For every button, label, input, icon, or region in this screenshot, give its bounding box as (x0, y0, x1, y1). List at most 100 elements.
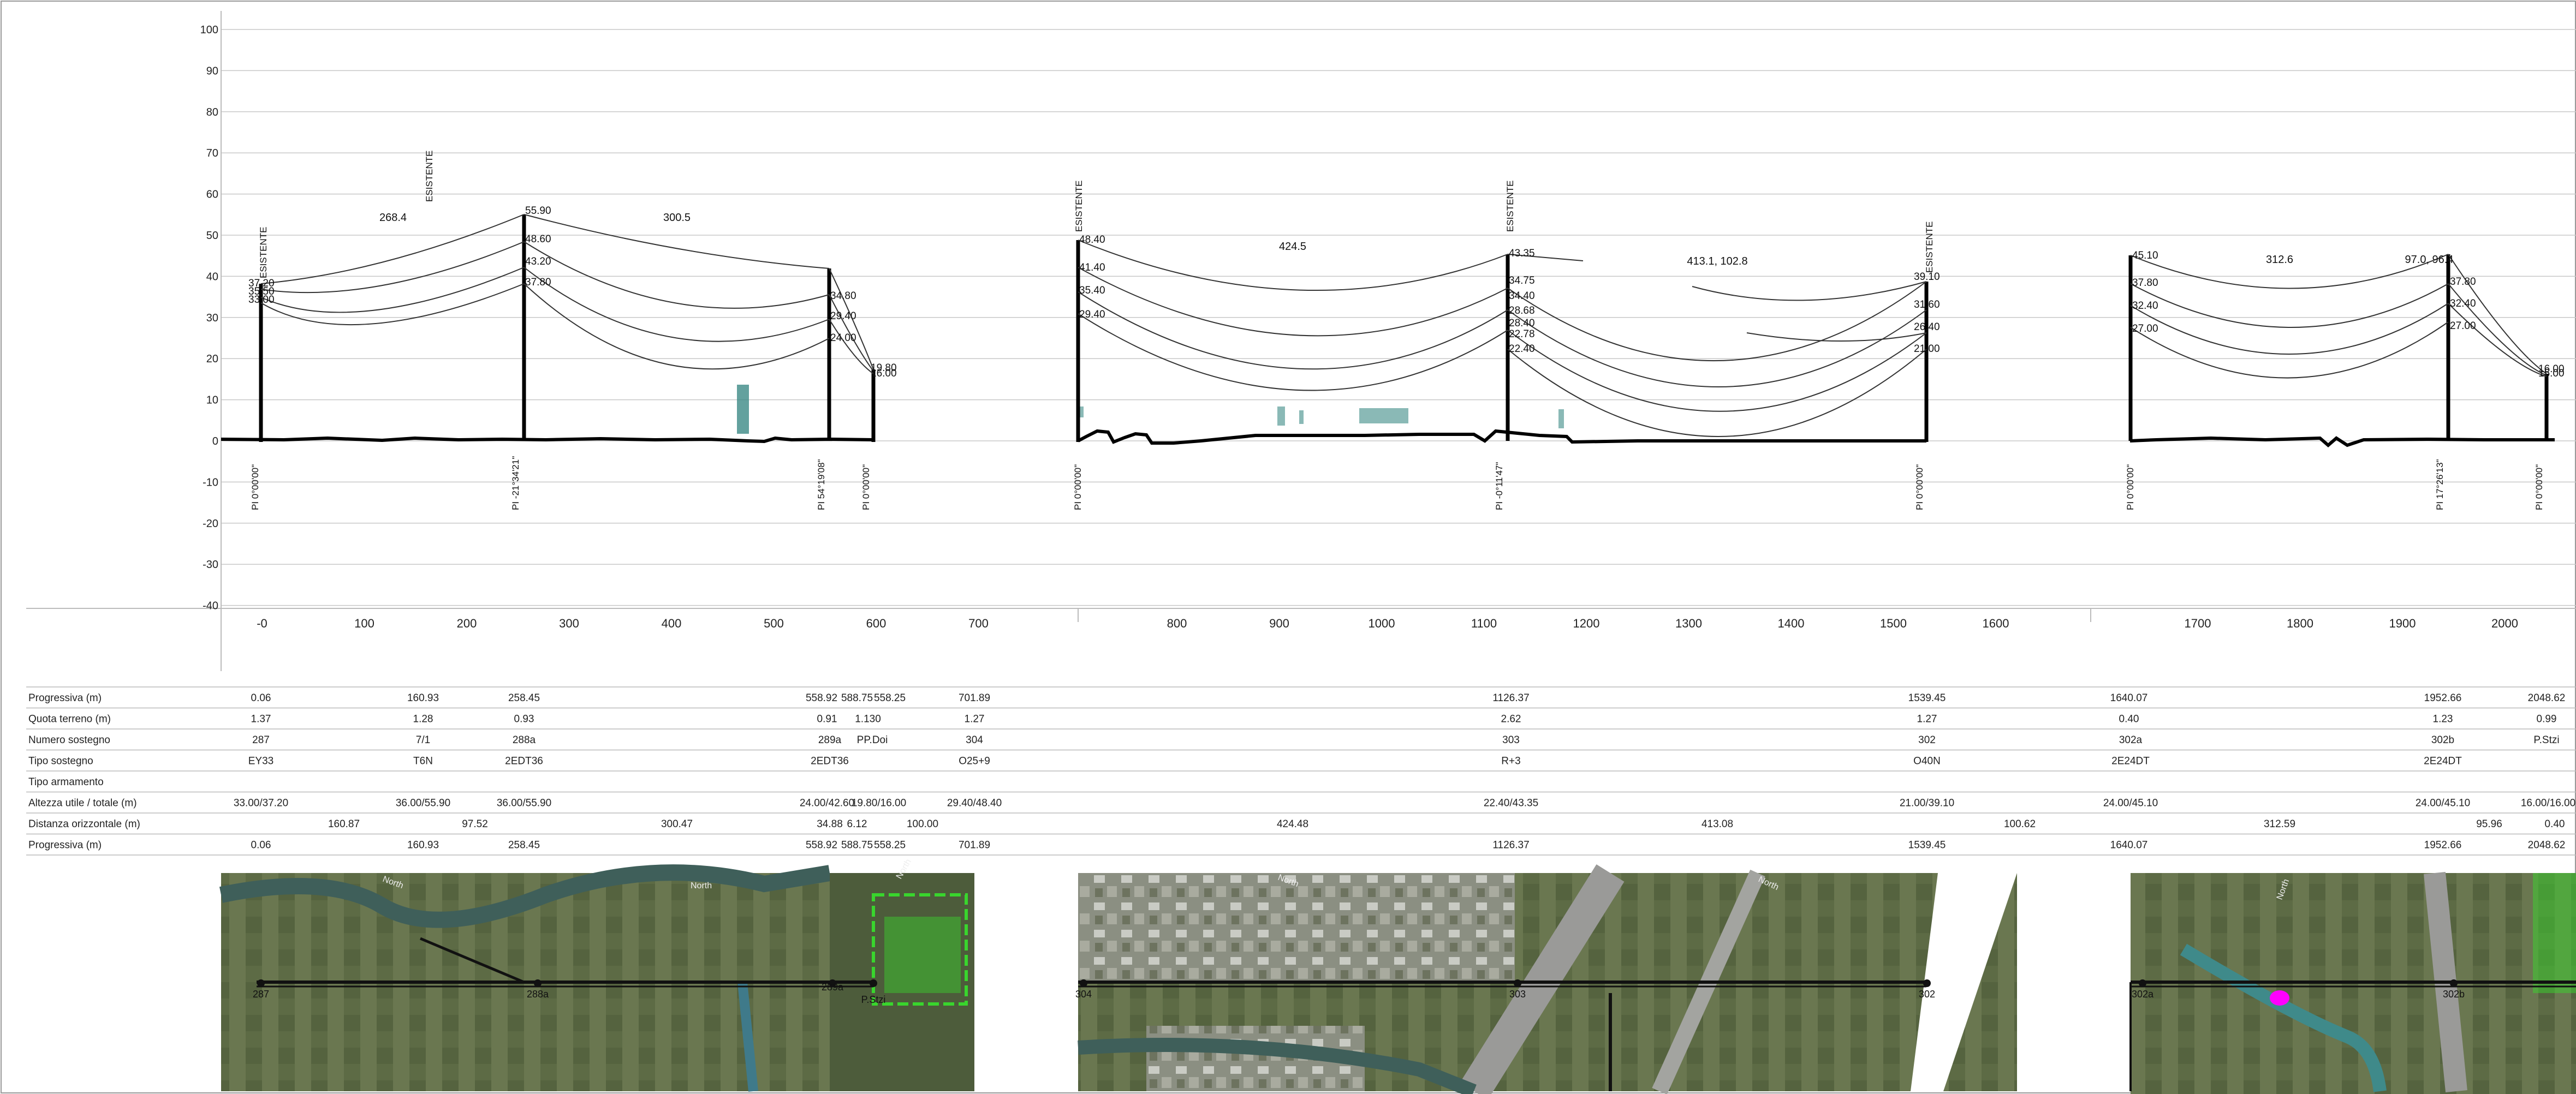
table-cell: R+3 (1501, 756, 1520, 767)
tower-height-label: 29.40 (1079, 309, 1105, 320)
table-cell: 24.00/45.10 (2416, 798, 2470, 809)
table-cell: 287 (252, 734, 270, 746)
table-cell: 6.12 (847, 818, 867, 830)
map-tower-label: 302b (2443, 989, 2465, 1000)
table-cell: 22.40/43.35 (1484, 798, 1538, 809)
profile-labels: ESISTENTE ESISTENTE ESISTENTE ESISTENTE ESIS… (248, 151, 2565, 510)
table-cell: T6N (413, 756, 433, 767)
map-tower-label: 304 (1075, 989, 1092, 1000)
esistente-label: ESISTENTE (1074, 181, 1084, 232)
tower-height-label: 32.40 (2132, 300, 2158, 312)
tower-height-label: 55.90 (525, 205, 551, 217)
pi-angle-label: PI -21°34'21" (510, 456, 521, 510)
table-cell: 0.06 (251, 840, 271, 851)
x-tick-label: 1900 (2389, 617, 2416, 630)
pi-angle-label: PI -0°11'47" (1494, 462, 1504, 510)
y-tick-label: 0 (212, 435, 218, 447)
table-cell: 1539.45 (1908, 840, 1946, 851)
ground-profile (221, 431, 2555, 445)
pi-angle-label: PI 0°00'00" (1914, 464, 1925, 510)
x-tick-label: 1200 (1573, 617, 1600, 630)
north-arrow-label: North (691, 881, 712, 890)
x-tick-label: 1600 (1983, 617, 2009, 630)
pi-angle-label: PI 0°00'00" (2125, 464, 2135, 510)
tower-height-label: 31.60 (1914, 299, 1940, 310)
table-cell: 289a (818, 734, 842, 746)
table-cell: 0.06 (251, 692, 271, 704)
table-row-label: Tipo armamento (28, 776, 104, 788)
table-cell: 558.92 (806, 840, 837, 851)
tower-height-label: 34.40 (1509, 290, 1535, 302)
table-cell: 1640.07 (2110, 840, 2148, 851)
table-cell: 1.37 (251, 714, 271, 725)
x-tick-label: 1800 (2287, 617, 2313, 630)
table-cell: 29.40/48.40 (947, 798, 1002, 809)
tower-height-label: 22.78 (1509, 328, 1535, 340)
table-cell: PP.Doi (857, 734, 888, 746)
span-length-label: 97.0, 96.4 (2405, 254, 2454, 266)
x-tick-label: 2000 (2491, 617, 2518, 630)
tower-height-label: 27.00 (2132, 323, 2158, 334)
table-cell: 1539.45 (1908, 692, 1946, 704)
table-cell: 0.40 (2545, 818, 2565, 830)
span-length-label: 413.1, 102.8 (1687, 255, 1747, 267)
tower-height-label: 24.00 (830, 332, 856, 344)
x-tick-label: 1000 (1369, 617, 1395, 630)
table-row-label: Numero sostegno (28, 734, 110, 746)
table-cell: 97.52 (462, 818, 488, 830)
pi-angle-label: PI 17°26'13" (2435, 459, 2445, 510)
table-cell: 304 (966, 734, 983, 746)
table-cell: 258.45 (508, 840, 540, 851)
tower-height-label: 28.40 (1509, 318, 1535, 329)
x-tick-label: 300 (559, 617, 579, 630)
esistente-label: ESISTENTE (258, 227, 269, 278)
x-tick-label: 700 (968, 617, 989, 630)
tower-height-label: 15.00 (2538, 368, 2565, 379)
tower-height-label: 45.10 (2132, 250, 2158, 261)
y-tick-label: 60 (206, 189, 218, 201)
map-tower-label: 289a (822, 982, 844, 993)
span-length-label: 424.5 (1279, 241, 1306, 253)
table-cell: 558.92 (806, 692, 837, 704)
span-length-label: 300.5 (663, 212, 691, 224)
tower-height-label: 34.80 (830, 290, 856, 302)
table-cell: 24.00/42.60 (800, 798, 854, 809)
y-tick-label: -30 (203, 559, 218, 571)
table-cell: 258.45 (508, 692, 540, 704)
distance-axis: -0 100 200 300 400 500 600 700 800 900 1000 1100 120… (257, 608, 2518, 630)
x-tick-label: 100 (354, 617, 374, 630)
tower-height-label: 48.60 (525, 234, 551, 245)
pi-angle-label: PI 0°00'00" (861, 464, 871, 510)
tower-height-label: 37.80 (2132, 277, 2158, 289)
table-cell: 1126.37 (1492, 692, 1529, 704)
x-tick-label: 900 (1269, 617, 1289, 630)
esistente-label: ESISTENTE (1505, 181, 1515, 232)
x-tick-label: 1500 (1880, 617, 1907, 630)
table-cell: 2048.62 (2528, 840, 2566, 851)
table-row-label: Distanza orizzontale (m) (28, 818, 140, 830)
y-tick-label: -10 (203, 476, 218, 488)
map-tower-label: 302 (1919, 989, 1935, 1000)
tower-height-label: 22.40 (1509, 343, 1535, 355)
aerial-map-3 (2131, 873, 2576, 1094)
map-tower-label: 288a (527, 989, 549, 1000)
table-row-label: Quota terreno (m) (28, 714, 111, 725)
table-cell: 1952.66 (2424, 692, 2462, 704)
map-tower-marker (1923, 979, 1931, 987)
tower-height-label: 33.00 (248, 294, 275, 306)
y-tick-label: -40 (203, 600, 218, 612)
y-tick-label: 90 (206, 65, 218, 77)
table-cell: 36.00/55.90 (396, 798, 450, 809)
map-tower-marker (534, 979, 542, 987)
tower-height-label: 27.00 (2450, 320, 2476, 332)
table-cell: 2E24DT (2424, 756, 2462, 767)
table-cell: 95.96 (2476, 818, 2502, 830)
x-tick-label: 800 (1167, 617, 1187, 630)
table-row-label: Tipo sostegno (28, 756, 93, 767)
table-cell: 1.130 (855, 714, 881, 725)
towers (261, 214, 2547, 442)
tower-height-label: 32.40 (2450, 298, 2476, 309)
aerial-map-2 (1078, 873, 2017, 1091)
table-cell: 34.88 (817, 818, 843, 830)
